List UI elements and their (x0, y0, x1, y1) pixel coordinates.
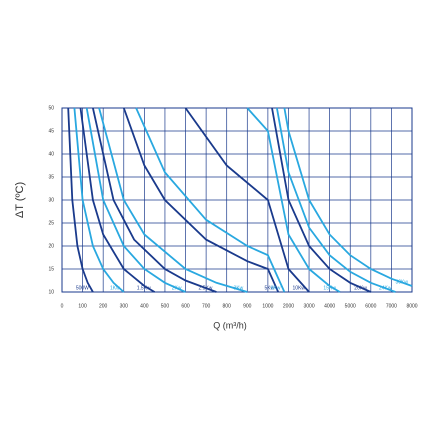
curve-label: 20Kw (354, 285, 367, 291)
y-tick-label: 10 (48, 289, 54, 295)
y-tick-label: 35 (48, 174, 54, 180)
curve (246, 107, 341, 293)
x-tick-label: 500 (161, 303, 170, 309)
curve (283, 107, 413, 287)
x-tick-label: 3000 (303, 303, 314, 309)
y-tick-label: 45 (48, 128, 54, 134)
curve (276, 107, 396, 293)
curve-label: 1Kw (110, 285, 120, 291)
x-tick-label: 4000 (324, 303, 335, 309)
x-tick-label: 700 (202, 303, 211, 309)
y-tick-label: 30 (48, 197, 54, 203)
curve-label: 3Kw (234, 285, 244, 291)
x-tick-label: 5000 (345, 303, 356, 309)
curve-label: 2Kw (172, 285, 182, 291)
curve-label: 24Kw (379, 285, 392, 291)
curve (92, 107, 217, 293)
x-tick-label: 100 (78, 303, 87, 309)
y-tick-label: 40 (48, 151, 54, 157)
y-tick-label: 20 (48, 243, 54, 249)
curve-label: 15Kw (323, 285, 336, 291)
curve (79, 107, 156, 293)
curve (135, 107, 286, 293)
curve (98, 107, 248, 293)
x-tick-label: 6000 (365, 303, 376, 309)
curve (184, 107, 310, 293)
curve-label: 1.5Kw (137, 285, 151, 291)
x-tick-label: 800 (223, 303, 232, 309)
y-axis-label: ΔT (ºC) (14, 182, 26, 218)
y-tick-label: 15 (48, 266, 54, 272)
curve-label: 6Kw (271, 285, 281, 291)
x-tick-label: 300 (120, 303, 129, 309)
x-tick-label: 8000 (406, 303, 417, 309)
x-tick-label: 2000 (283, 303, 294, 309)
curve (67, 107, 94, 293)
curve-label: 10Kw (293, 285, 306, 291)
y-tick-label: 25 (48, 220, 54, 226)
x-tick-label: 1000 (262, 303, 273, 309)
curve-label: 30Kw (395, 279, 408, 285)
y-tick-label: 50 (48, 105, 54, 111)
curve-label: 2.5Kw (199, 285, 213, 291)
curve (122, 107, 280, 293)
x-tick-label: 600 (181, 303, 190, 309)
curve-label: 500W (76, 285, 89, 291)
x-tick-label: 400 (140, 303, 149, 309)
x-axis-label: Q (m³/h) (213, 320, 247, 330)
x-tick-label: 200 (99, 303, 108, 309)
curve (85, 107, 186, 293)
curve (271, 107, 372, 293)
x-tick-label: 7000 (386, 303, 397, 309)
curve (73, 107, 125, 293)
x-tick-label: 900 (243, 303, 252, 309)
x-tick-label: 0 (61, 303, 64, 309)
curve-label: 5Kw (264, 285, 274, 291)
